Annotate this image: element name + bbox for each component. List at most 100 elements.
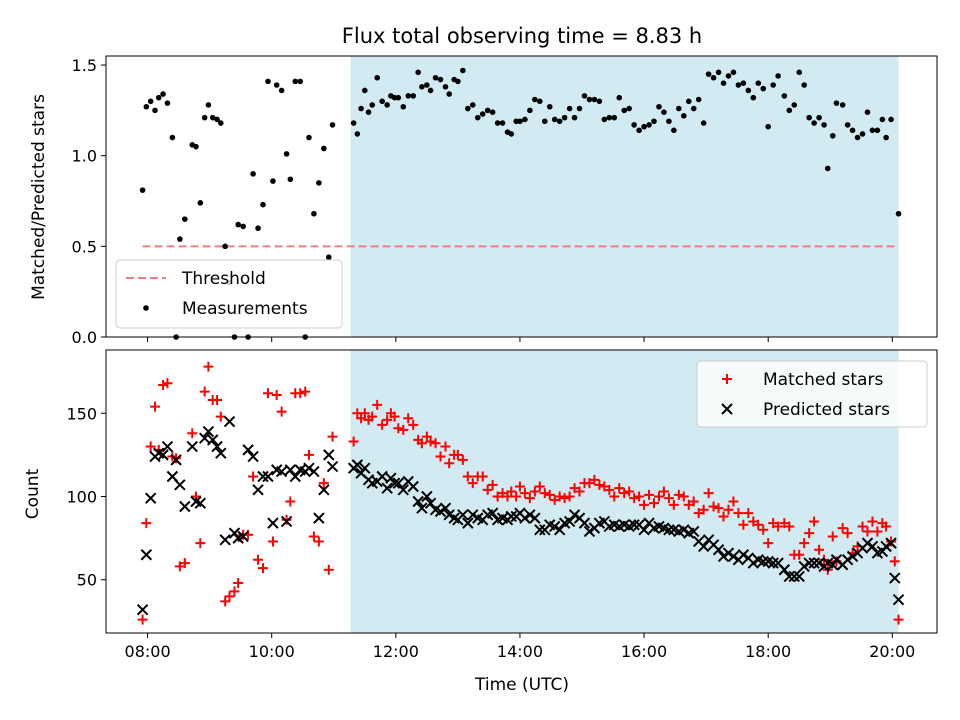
data-point [511,491,522,502]
legend-plus-swatch [722,374,732,384]
data-point [325,254,332,261]
data-point [152,107,158,114]
data-point [137,614,148,625]
data-point [626,105,632,112]
data-point [316,180,322,186]
data-point [235,221,241,228]
data-point [753,519,764,530]
data-point [591,96,598,103]
observing-span [350,56,899,337]
data-point [690,105,697,112]
data-point [589,474,600,485]
data-point [427,87,434,94]
data-point [888,116,894,123]
data-point [783,570,796,583]
data-point [323,449,335,461]
data-point [546,103,553,110]
data-point [658,486,669,497]
data-point [313,536,324,547]
data-point [195,538,206,549]
data-point [419,84,425,90]
data-point [430,438,441,449]
data-point [474,114,481,121]
data-point [803,557,815,569]
data-point [186,440,198,453]
data-point [786,107,793,114]
data-point [179,558,190,569]
data-point [673,489,684,500]
data-point [443,509,455,521]
y-tick-label: 1.5 [72,56,97,75]
data-point [892,593,905,606]
data-point [452,449,463,460]
axes-frame [105,349,938,634]
data-point [162,378,173,389]
data-point [318,478,329,489]
data-point [824,165,831,172]
data-point [553,524,566,536]
data-point [631,122,637,128]
data-point [624,486,635,497]
data-point [606,114,613,121]
data-point [435,451,446,462]
axes-frame [105,55,938,338]
data-point [446,91,452,97]
data-point [308,531,319,542]
data-point [467,509,479,521]
data-point [661,109,667,115]
data-point [596,98,603,105]
series-measurements [139,67,902,340]
data-point [442,84,449,90]
data-point [740,80,747,86]
data-point [880,540,892,553]
data-point [872,526,883,537]
data-point [407,480,419,493]
data-point [616,94,623,101]
data-point [747,557,760,569]
data-point [158,379,169,390]
data-point [457,454,468,465]
data-point [773,521,784,532]
data-point [727,550,740,563]
y-tick-label: 100 [66,487,97,506]
data-point [248,471,259,482]
data-point [874,127,881,134]
data-point [663,493,674,504]
data-point [881,521,892,532]
data-point [745,87,752,94]
data-point [505,510,517,523]
data-point [678,491,689,502]
data-point [524,509,536,521]
data-point [581,93,588,99]
data-point [574,486,585,497]
data-point [479,111,486,117]
data-point [668,499,679,510]
data-point [136,603,149,616]
x-tick-label: 14:00 [497,642,543,661]
data-point [676,105,682,112]
data-point [283,151,290,157]
data-point [303,449,314,460]
series-matched-stars [137,361,904,625]
data-point [439,502,452,514]
data-point [354,131,361,137]
data-point [303,462,315,474]
data-point [578,517,591,529]
data-point [358,105,364,112]
data-point [202,425,215,438]
data-point [408,419,419,430]
data-point [311,210,317,217]
data-point [556,118,563,125]
data-point [321,145,327,152]
data-point [403,413,414,424]
data-point [377,419,388,430]
data-point [323,564,334,575]
data-point [327,431,338,442]
data-point [425,436,436,447]
data-point [698,504,709,515]
data-point [710,74,717,81]
data-point [143,103,150,110]
data-point [140,549,153,561]
data-point [469,102,476,108]
data-point [529,486,540,497]
